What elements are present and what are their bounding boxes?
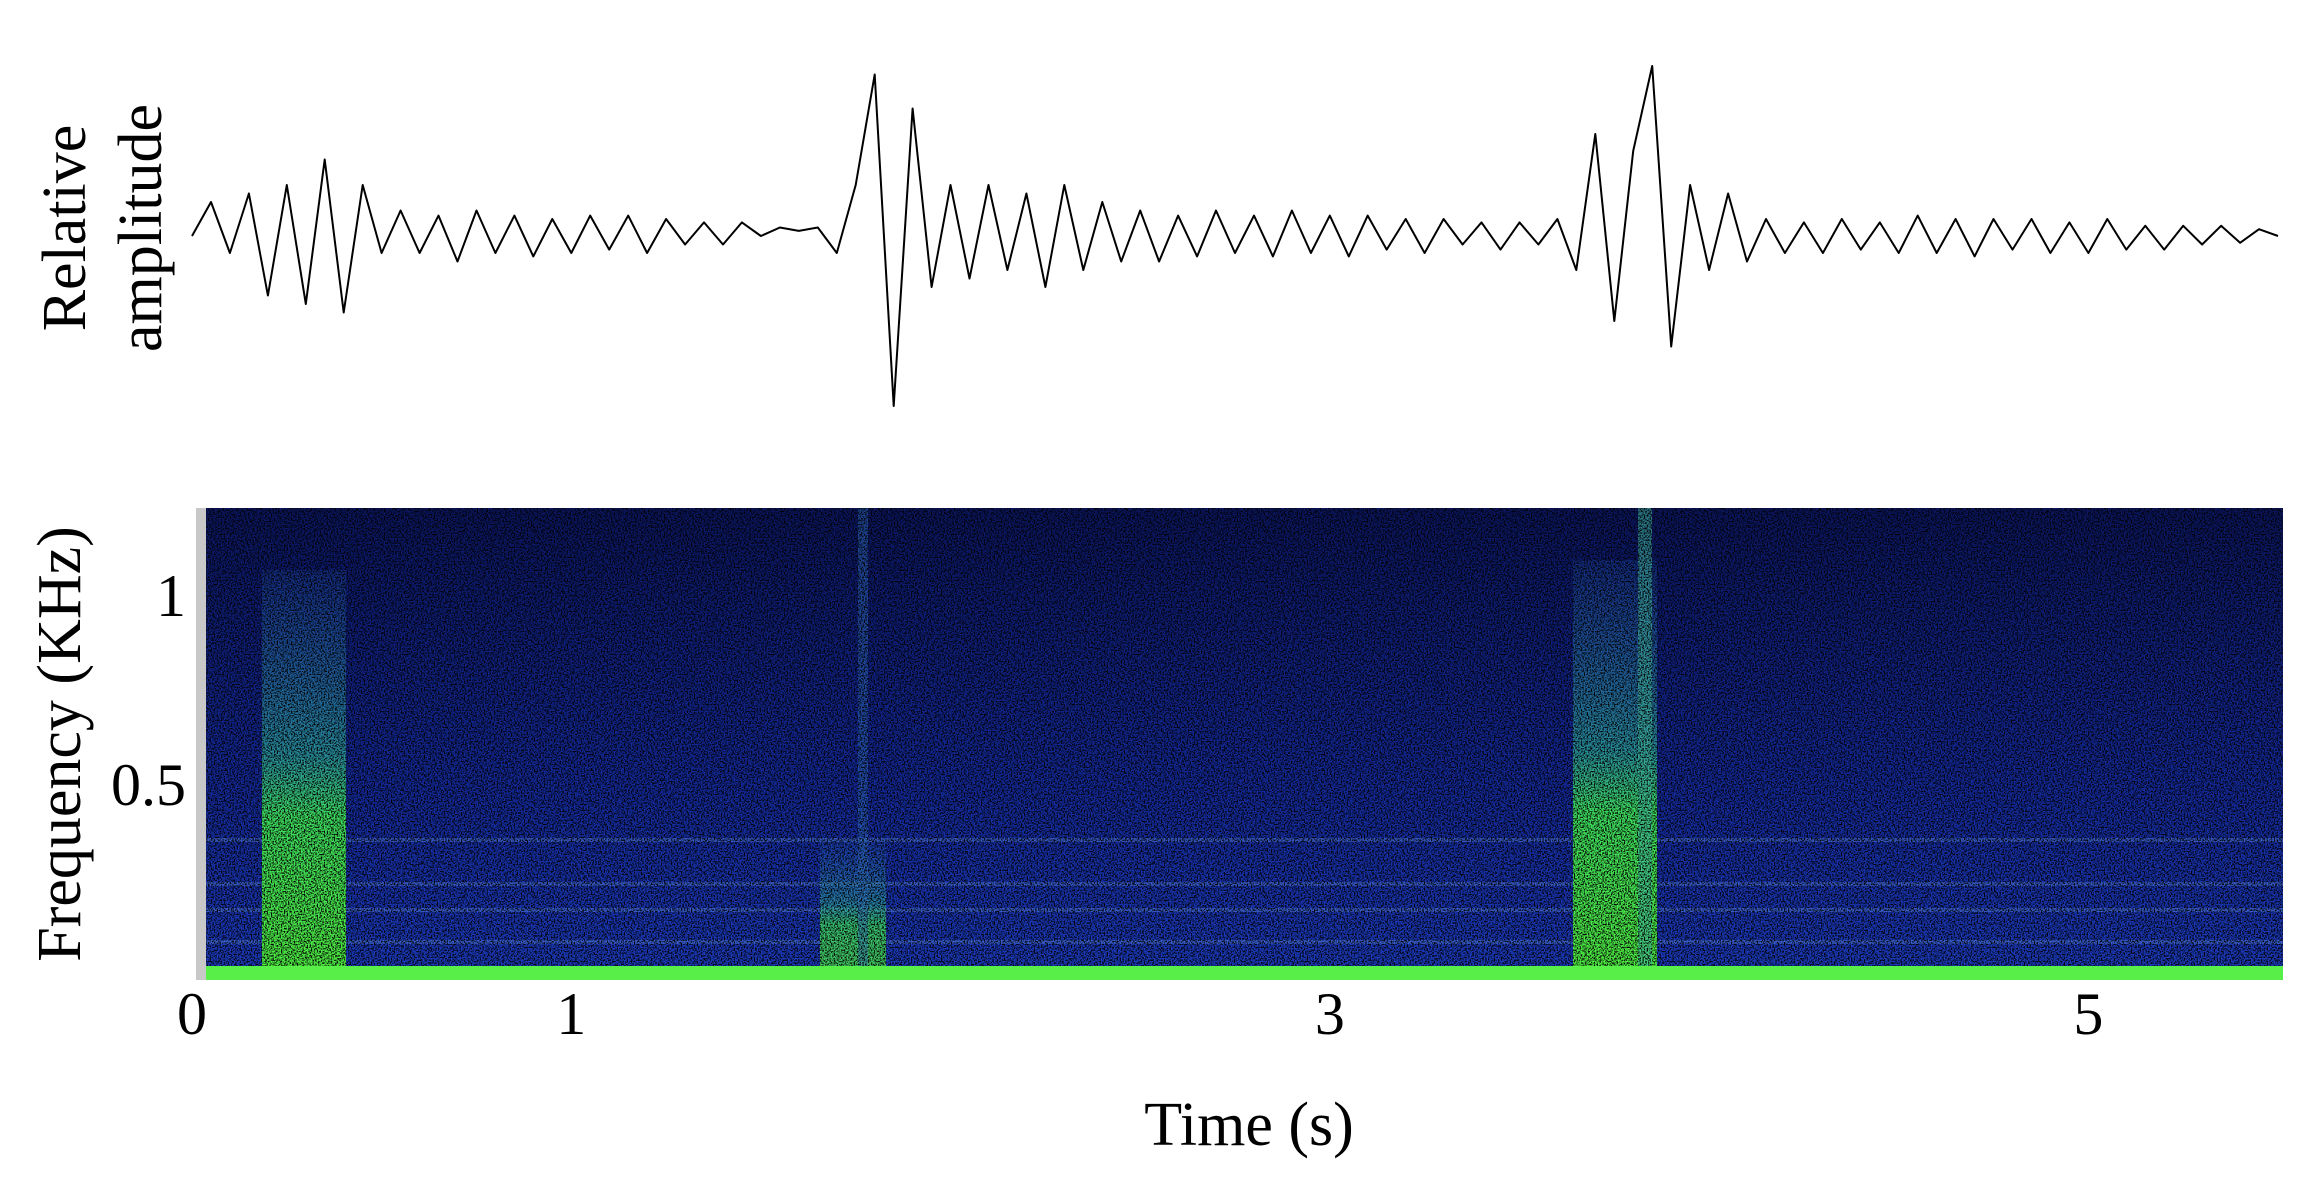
x-tick-label: 3 (1315, 981, 1345, 1047)
x-tick-label: 1 (556, 981, 586, 1047)
spectrogram-image (196, 508, 2283, 980)
y-tick-label: 1 (156, 563, 186, 629)
y-label: amplitude (107, 104, 175, 352)
y-label: Relative (31, 125, 99, 332)
x-tick-label: 5 (2073, 981, 2103, 1047)
waveform (191, 65, 2279, 407)
y-tick-label: 0.5 (111, 752, 186, 818)
y-label: Frequency (KHz) (26, 526, 94, 962)
x-label: Time (s) (1144, 1091, 1354, 1159)
x-tick-label: 0 (177, 981, 207, 1047)
